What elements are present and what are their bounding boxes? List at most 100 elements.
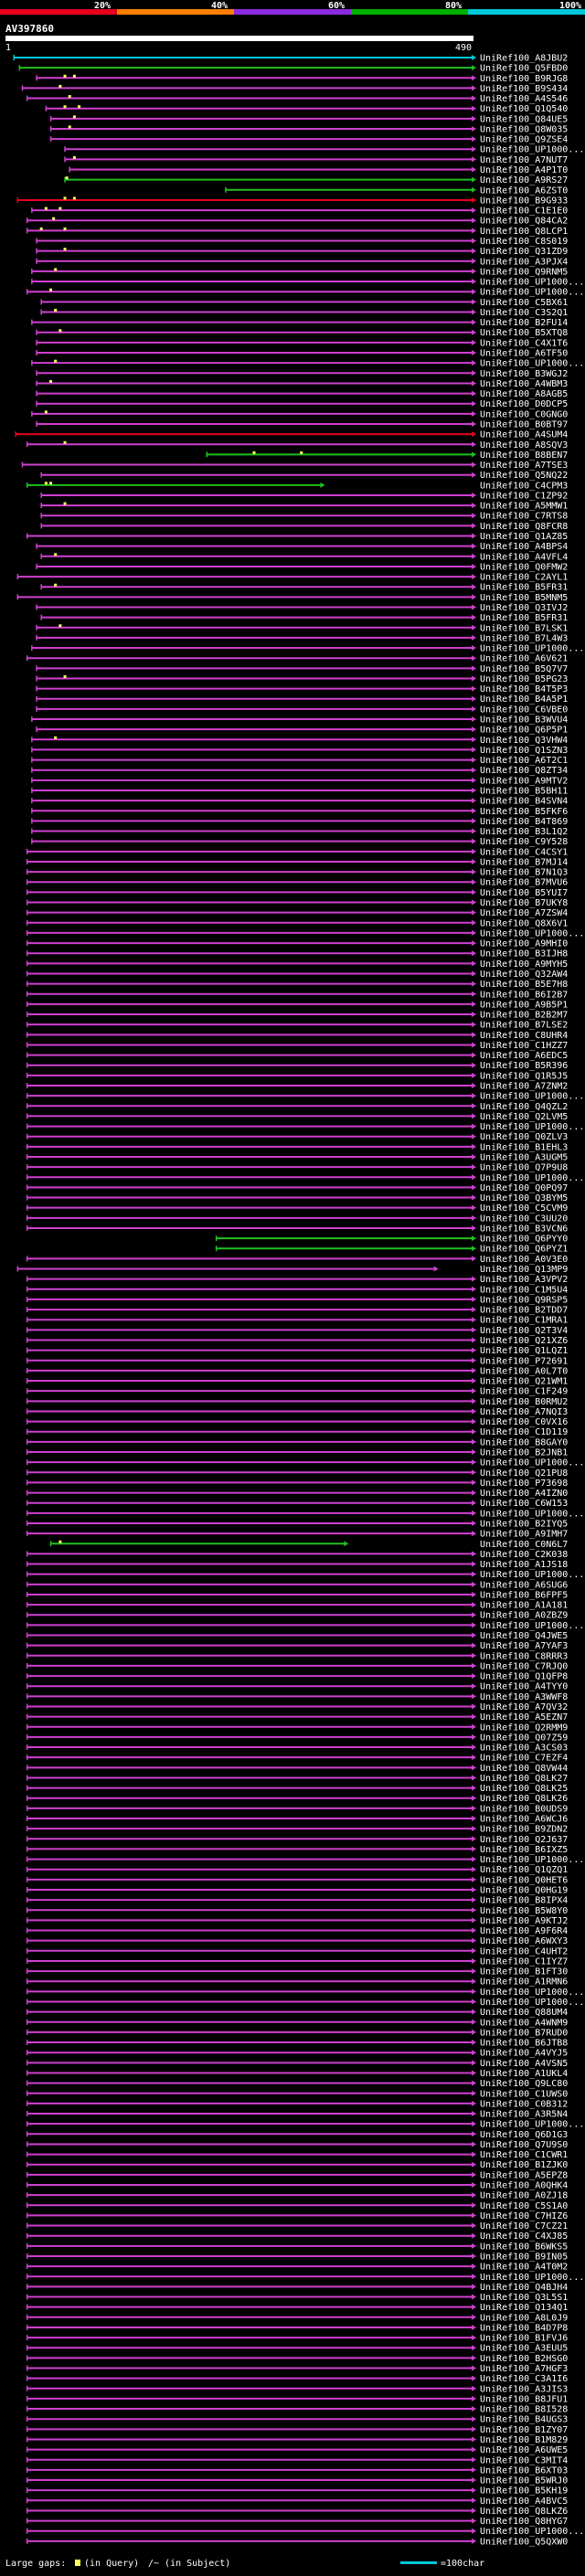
- hit-label[interactable]: UniRef100_Q5QXW0: [480, 2537, 568, 2547]
- hit-row[interactable]: UniRef100_B3WVU4: [31, 716, 568, 726]
- hit-row[interactable]: UniRef100_A3EUU5: [26, 2344, 569, 2354]
- hit-row[interactable]: UniRef100_B0BT97: [36, 419, 568, 429]
- hit-label[interactable]: UniRef100_B0UDS9: [480, 1804, 568, 1814]
- hit-label[interactable]: UniRef100_B4T869: [480, 817, 568, 827]
- hit-row[interactable]: UniRef100_A5EPZ8: [26, 2170, 569, 2180]
- hit-row[interactable]: UniRef100_UP1000...: [26, 1998, 585, 2008]
- hit-row[interactable]: UniRef100_A1A181: [26, 1601, 569, 1611]
- hit-label[interactable]: UniRef100_C0B312: [480, 2099, 568, 2109]
- hit-row[interactable]: UniRef100_A6WCJ6: [26, 1815, 569, 1825]
- hit-row[interactable]: UniRef100_Q21XZ6: [26, 1336, 569, 1346]
- hit-row[interactable]: UniRef100_Q5NQ22: [40, 471, 568, 481]
- hit-label[interactable]: UniRef100_A6WCJ6: [480, 1815, 568, 1825]
- hit-row[interactable]: UniRef100_A4BVC5: [26, 2496, 569, 2507]
- hit-label[interactable]: UniRef100_B8GAY0: [480, 1437, 568, 1447]
- hit-row[interactable]: UniRef100_Q2T3V4: [26, 1326, 569, 1336]
- hit-row[interactable]: UniRef100_P72691: [26, 1356, 569, 1366]
- hit-row[interactable]: UniRef100_B8BEN7: [206, 451, 568, 461]
- hit-row[interactable]: UniRef100_B6IXZ5: [26, 1845, 569, 1855]
- hit-label[interactable]: UniRef100_Q1AZ85: [480, 532, 568, 542]
- hit-row[interactable]: UniRef100_B1FT30: [26, 1967, 569, 1977]
- hit-label[interactable]: UniRef100_A6T2C1: [480, 756, 568, 766]
- hit-row[interactable]: UniRef100_A3PJX4: [36, 257, 568, 267]
- hit-label[interactable]: UniRef100_C1ZP92: [480, 491, 568, 501]
- hit-label[interactable]: UniRef100_A0ZBZ9: [480, 1611, 568, 1621]
- hit-label[interactable]: UniRef100_Q3BYM5: [480, 1193, 568, 1203]
- hit-label[interactable]: UniRef100_B7UKY8: [480, 898, 568, 908]
- hit-label[interactable]: UniRef100_UP1000...: [480, 644, 584, 654]
- hit-row[interactable]: UniRef100_A7QV32: [26, 1702, 569, 1712]
- hit-label[interactable]: UniRef100_A4TYY0: [480, 1682, 568, 1692]
- hit-row[interactable]: UniRef100_B7N1Q3: [26, 868, 569, 878]
- hit-label[interactable]: UniRef100_B2B2M7: [480, 1011, 568, 1021]
- hit-label[interactable]: UniRef100_B6JTB8: [480, 2039, 568, 2049]
- hit-label[interactable]: UniRef100_A1UKL4: [480, 2069, 568, 2079]
- hit-label[interactable]: UniRef100_A0QHK4: [480, 2181, 568, 2191]
- hit-row[interactable]: UniRef100_UP1000...: [26, 1122, 585, 1132]
- hit-label[interactable]: UniRef100_B3WVU4: [480, 716, 568, 726]
- hit-row[interactable]: UniRef100_C1UWS0: [26, 2089, 569, 2099]
- hit-row[interactable]: UniRef100_UP1000...: [26, 1855, 585, 1865]
- hit-row[interactable]: UniRef100_B2HSG0: [26, 2354, 569, 2364]
- hit-label[interactable]: UniRef100_C6VBE0: [480, 705, 568, 715]
- hit-row[interactable]: UniRef100_A4WBM3: [36, 379, 568, 389]
- hit-row[interactable]: UniRef100_B4T5P3: [36, 684, 568, 694]
- hit-label[interactable]: UniRef100_C7CZ21: [480, 2221, 568, 2231]
- hit-label[interactable]: UniRef100_Q13MP9: [480, 1265, 568, 1275]
- hit-label[interactable]: UniRef100_UP1000...: [480, 1458, 584, 1468]
- hit-label[interactable]: UniRef100_A6TF50: [480, 349, 568, 359]
- hit-row[interactable]: UniRef100_B0RMU2: [26, 1397, 569, 1407]
- hit-row[interactable]: UniRef100_A4IZN0: [26, 1489, 569, 1499]
- hit-row[interactable]: UniRef100_B5MNM5: [16, 593, 568, 603]
- hit-label[interactable]: UniRef100_A7ZSW4: [480, 908, 568, 918]
- hit-label[interactable]: UniRef100_A4BVC5: [480, 2496, 568, 2507]
- hit-row[interactable]: UniRef100_A4SUM4: [15, 430, 568, 440]
- hit-row[interactable]: UniRef100_B3WGJ2: [36, 369, 568, 379]
- hit-row[interactable]: UniRef100_Q8W035: [49, 124, 569, 134]
- hit-row[interactable]: UniRef100_C1CWR1: [26, 2150, 569, 2160]
- hit-row[interactable]: UniRef100_B1EHL3: [26, 1142, 569, 1152]
- hit-row[interactable]: UniRef100_Q9RNM5: [31, 267, 568, 277]
- hit-row[interactable]: UniRef100_B5KH19: [26, 2486, 569, 2496]
- hit-label[interactable]: UniRef100_UP1000...: [480, 2527, 584, 2537]
- hit-row[interactable]: UniRef100_B7LSK1: [36, 623, 568, 633]
- hit-label[interactable]: UniRef100_B2TDD7: [480, 1306, 568, 1316]
- hit-label[interactable]: UniRef100_Q32AW4: [480, 970, 568, 980]
- hit-row[interactable]: UniRef100_B5BH11: [31, 786, 568, 796]
- hit-row[interactable]: UniRef100_C3MIT4: [26, 2455, 569, 2465]
- hit-row[interactable]: UniRef100_B8JFU1: [26, 2394, 569, 2404]
- hit-label[interactable]: UniRef100_A1JS18: [480, 1560, 568, 1570]
- hit-label[interactable]: UniRef100_B1FT30: [480, 1967, 568, 1977]
- hit-row[interactable]: UniRef100_B8GAY0: [26, 1437, 569, 1447]
- hit-label[interactable]: UniRef100_A6UWE5: [480, 2445, 568, 2455]
- hit-row[interactable]: UniRef100_UP1000...: [26, 2273, 585, 2283]
- hit-label[interactable]: UniRef100_A8L0J9: [480, 2313, 568, 2323]
- hit-row[interactable]: UniRef100_B7LSE2: [26, 1021, 569, 1031]
- hit-label[interactable]: UniRef100_Q0HG19: [480, 1885, 568, 1895]
- hit-row[interactable]: UniRef100_Q1AZ85: [26, 532, 569, 542]
- hit-label[interactable]: UniRef100_B5KH19: [480, 2486, 568, 2496]
- hit-label[interactable]: UniRef100_C8S019: [480, 237, 568, 247]
- hit-label[interactable]: UniRef100_P72691: [480, 1356, 568, 1366]
- hit-label[interactable]: UniRef100_A7YAF3: [480, 1641, 568, 1651]
- hit-row[interactable]: UniRef100_C4XJ85: [26, 2231, 569, 2242]
- hit-label[interactable]: UniRef100_B6XT03: [480, 2465, 568, 2475]
- hit-row[interactable]: UniRef100_A7TSE3: [21, 461, 568, 471]
- hit-row[interactable]: UniRef100_A1UKL4: [26, 2069, 569, 2079]
- hit-label[interactable]: UniRef100_B5E7H8: [480, 980, 568, 990]
- hit-row[interactable]: UniRef100_B8IPX4: [26, 1896, 569, 1906]
- hit-row[interactable]: UniRef100_Q8VW44: [26, 1764, 569, 1774]
- hit-row[interactable]: UniRef100_A7NUT7: [64, 155, 568, 165]
- hit-label[interactable]: UniRef100_UP1000...: [480, 145, 584, 155]
- hit-row[interactable]: UniRef100_C1IYZ7: [26, 1956, 569, 1966]
- hit-label[interactable]: UniRef100_A3PJX4: [480, 257, 568, 267]
- hit-row[interactable]: UniRef100_Q84UE5: [49, 114, 569, 124]
- hit-label[interactable]: UniRef100_UP1000...: [480, 288, 584, 298]
- hit-row[interactable]: UniRef100_UP1000...: [31, 359, 585, 369]
- hit-label[interactable]: UniRef100_UP1000...: [480, 1988, 584, 1998]
- hit-label[interactable]: UniRef100_B3VCN6: [480, 1224, 568, 1234]
- hit-row[interactable]: UniRef100_Q6D1G3: [26, 2130, 569, 2140]
- hit-row[interactable]: UniRef100_B6I2B7: [26, 990, 569, 1000]
- hit-label[interactable]: UniRef100_B8JFU1: [480, 2394, 568, 2404]
- hit-label[interactable]: UniRef100_C4CSY1: [480, 847, 568, 857]
